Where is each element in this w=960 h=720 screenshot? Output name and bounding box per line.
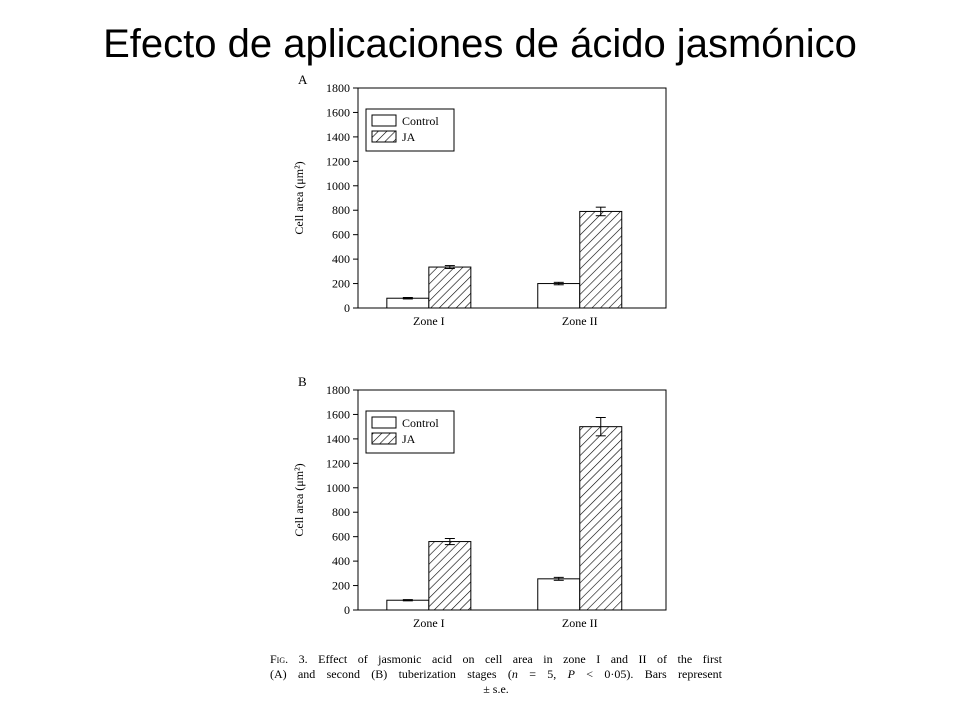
- chart-panel-a: A 0 200 400 600 800 1000 1200 1400 1600 1800 Cell a…: [292, 72, 667, 328]
- y-tick-label: 0: [344, 301, 350, 315]
- bar-control-zone-ii: [537, 578, 581, 611]
- bar-ja-zone-i: [428, 541, 472, 611]
- caption-line-3: ± s.e.: [483, 682, 509, 696]
- caption-text-1: Effect of jasmonic acid on cell area in …: [318, 652, 722, 666]
- y-tick-label: 1200: [326, 154, 350, 168]
- y-tick-label: 1200: [326, 456, 350, 470]
- caption-label: Fig. 3.: [270, 652, 308, 666]
- x-tick-label: Zone II: [562, 616, 598, 630]
- panel-label: A: [298, 72, 308, 87]
- chart-panel-b: B 0 200 400 600 800 1000 1200 1400 1600 1800 Cell a…: [292, 374, 667, 630]
- caption-n-symbol: n: [511, 667, 518, 681]
- legend-label-ja: JA: [402, 432, 416, 446]
- legend-label-ja: JA: [402, 130, 416, 144]
- y-tick-label: 1000: [326, 481, 350, 495]
- legend-swatch-control: [371, 416, 397, 429]
- bar-control-zone-i: [386, 297, 430, 309]
- y-tick-label: 1800: [326, 81, 350, 95]
- x-tick-label: Zone II: [562, 314, 598, 328]
- caption-p-symbol: P: [567, 667, 575, 681]
- plot-frame: [357, 87, 667, 309]
- y-axis-label: Cell area (μm²): [292, 161, 306, 234]
- legend-swatch-ja: [371, 130, 397, 143]
- y-tick-label: 400: [332, 554, 350, 568]
- chart-legend: Control JA: [365, 108, 455, 152]
- y-tick-label: 600: [332, 530, 350, 544]
- slide-title: Efecto de aplicaciones de ácido jasmónic…: [103, 22, 857, 66]
- caption-text-2c: < 0·05). Bars represent: [574, 667, 723, 681]
- figure-caption: Fig. 3. Effect of jasmonic acid on cell …: [270, 652, 722, 697]
- caption-line-2: (A) and second (B) tuberization stages (…: [270, 667, 722, 682]
- legend-swatch-control: [371, 114, 397, 127]
- plot-frame: [357, 389, 667, 611]
- y-tick-label: 800: [332, 505, 350, 519]
- y-tick-label: 0: [344, 603, 350, 617]
- y-tick-label: 400: [332, 252, 350, 266]
- y-tick-label: 1800: [326, 383, 350, 397]
- y-tick-label: 1400: [326, 432, 350, 446]
- panel-label: B: [298, 374, 307, 389]
- y-tick-label: 200: [332, 579, 350, 593]
- legend-label-control: Control: [402, 114, 439, 128]
- y-tick-label: 1600: [326, 407, 350, 421]
- y-tick-label: 200: [332, 277, 350, 291]
- legend-label-control: Control: [402, 416, 439, 430]
- y-tick-label: 1000: [326, 179, 350, 193]
- bar-ja-zone-i: [428, 266, 472, 309]
- bar-ja-zone-ii: [579, 426, 623, 611]
- caption-line-1: Fig. 3. Effect of jasmonic acid on cell …: [270, 652, 722, 667]
- x-tick-label: Zone I: [413, 616, 445, 630]
- bar-control-zone-ii: [537, 283, 581, 309]
- y-tick-label: 1600: [326, 105, 350, 119]
- x-tick-label: Zone I: [413, 314, 445, 328]
- chart-legend: Control JA: [365, 410, 455, 454]
- bar-control-zone-i: [386, 599, 430, 611]
- y-tick-label: 800: [332, 203, 350, 217]
- caption-text-2b: = 5,: [517, 667, 568, 681]
- bar-ja-zone-ii: [579, 210, 623, 309]
- y-axis-label: Cell area (μm²): [292, 463, 306, 536]
- caption-text-2a: (A) and second (B) tuberization stages (: [270, 667, 512, 681]
- legend-swatch-ja: [371, 432, 397, 445]
- y-tick-label: 600: [332, 228, 350, 242]
- y-tick-label: 1400: [326, 130, 350, 144]
